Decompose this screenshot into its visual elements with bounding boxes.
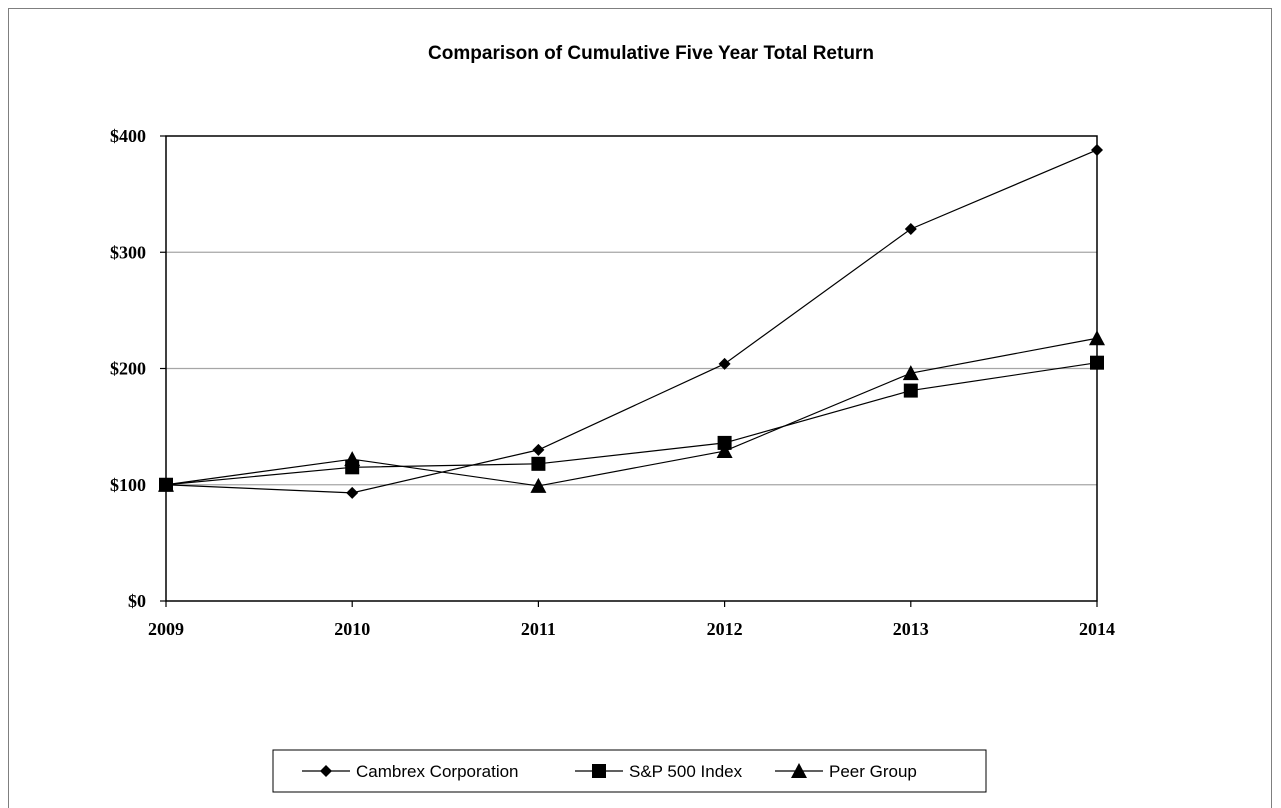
point-s-p-500-index [903, 383, 918, 398]
legend: Cambrex Corporation S&P 500 Index Peer Gro… [272, 749, 987, 793]
y-axis: $0 $100 $200 $300 $400 [110, 126, 166, 611]
legend-label-cambrex-corporation: Cambrex Corporation [356, 762, 519, 781]
series-line-peer-group [165, 337, 1098, 487]
series-line-cambrex-corporation [165, 149, 1098, 494]
x-tick-label: 2009 [148, 619, 184, 639]
grid-lines [166, 251, 1097, 486]
x-tick-label: 2013 [893, 619, 929, 639]
point-peer-group [902, 365, 919, 381]
legend-label-s-p-500-index: S&P 500 Index [629, 762, 743, 781]
point-cambrex-corporation [1091, 143, 1103, 156]
point-peer-group [1089, 330, 1105, 346]
legend-marker-cambrex-corporation [320, 765, 332, 777]
point-cambrex-corporation [718, 357, 731, 370]
point-peer-group [716, 443, 733, 459]
point-cambrex-corporation [904, 223, 917, 235]
x-axis: 2009 2010 2011 2012 2013 2014 [148, 601, 1115, 639]
chart-frame [8, 8, 1272, 808]
y-tick-label: $400 [110, 126, 146, 146]
point-peer-group [344, 451, 361, 467]
chart-title: Comparison of Cumulative Five Year Total… [428, 43, 874, 64]
point-cambrex-corporation [346, 486, 359, 499]
legend-marker-s-p-500-index [592, 764, 606, 778]
y-tick-label: $300 [110, 242, 146, 262]
point-s-p-500-index [717, 435, 732, 450]
x-tick-label: 2014 [1079, 619, 1115, 639]
y-tick-label: $200 [110, 359, 146, 379]
point-s-p-500-index [1090, 355, 1104, 370]
legend-box [272, 749, 987, 793]
point-peer-group [158, 476, 174, 492]
legend-marker-peer-group [791, 763, 807, 778]
x-tick-label: 2010 [334, 619, 370, 639]
y-tick-label: $100 [110, 475, 146, 495]
point-cambrex-corporation [532, 443, 545, 456]
point-peer-group [530, 477, 547, 493]
y-tick-label: $0 [128, 591, 146, 611]
x-tick-label: 2011 [521, 619, 556, 639]
point-s-p-500-index [531, 456, 546, 471]
series-group [158, 143, 1105, 499]
x-tick-label: 2012 [707, 619, 743, 639]
series-line-s-p-500-index [165, 362, 1098, 486]
legend-label-peer-group: Peer Group [829, 762, 917, 781]
